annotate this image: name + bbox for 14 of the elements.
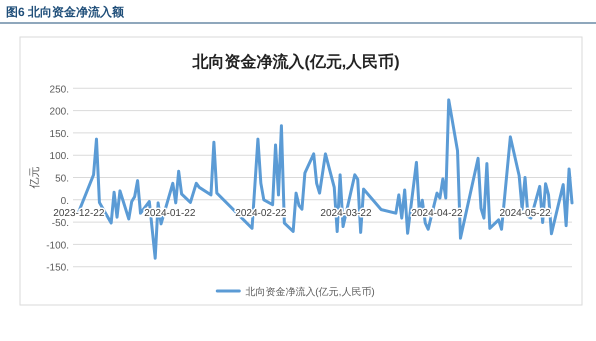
y-tick-label: 0.: [60, 196, 69, 207]
y-tick-label: -150.: [46, 262, 69, 274]
x-tick-label: 2023-12-22: [53, 208, 105, 219]
y-tick-label: 200.: [50, 106, 69, 118]
y-tick-label: 50.: [55, 174, 69, 184]
y-tick-label: -100.: [46, 240, 69, 252]
ylabel: 亿元: [29, 166, 41, 188]
y-tick-label: 250.: [50, 84, 69, 96]
title: 图6 北向资金净流入额: [6, 5, 124, 19]
y-tick-label: 100.: [50, 151, 69, 162]
y-tick-label: 150.: [50, 128, 69, 140]
subtitle: 北向资金净流入(亿元,人民币): [192, 54, 400, 71]
y-tick-label: -50.: [52, 218, 69, 230]
legend-label: 北向资金净流入(亿元,人民币): [245, 286, 375, 298]
